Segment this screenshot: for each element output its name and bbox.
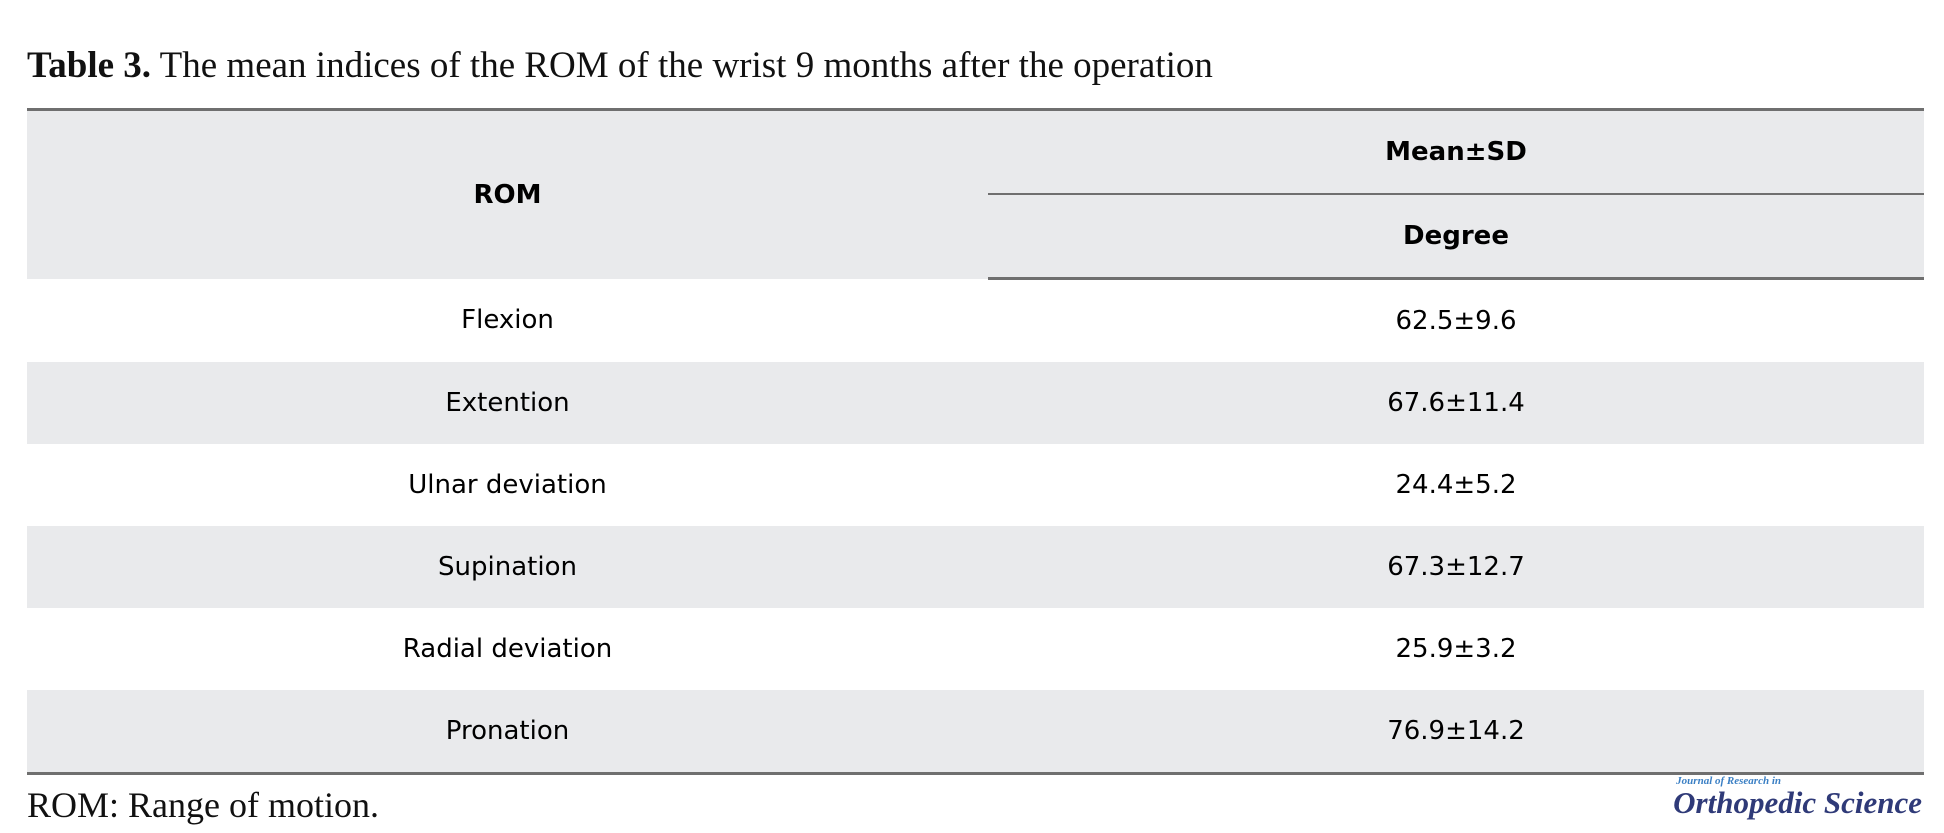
table-footnote: ROM: Range of motion.: [27, 785, 379, 825]
column-header-unit: Degree: [988, 194, 1924, 280]
cell-value: 24.4±5.2: [1395, 470, 1517, 500]
table-row: Radial deviation 25.9±3.2: [27, 608, 1924, 690]
table-row: Ulnar deviation 24.4±5.2: [27, 444, 1924, 526]
header-row-sub: Degree: [27, 194, 1924, 280]
cell-value: 67.6±11.4: [988, 362, 1924, 444]
cell-value: 25.9±3.2: [1395, 634, 1517, 664]
rom-table: ROM Mean±SD Degree Flexion 62.5±9.6 Exte…: [27, 108, 1924, 775]
table-row: Extention 67.6±11.4: [27, 362, 1924, 444]
column-header-rom: ROM: [27, 108, 988, 279]
journal-logo-title: Orthopedic Science: [1673, 785, 1922, 820]
cell-rom: Flexion: [461, 305, 554, 336]
header-row-top: ROM Mean±SD: [27, 108, 1924, 279]
table-row: Supination 67.3±12.7: [27, 526, 1924, 608]
table-row: Flexion 62.5±9.6: [27, 279, 1924, 363]
journal-logo-subtitle: Journal of Research in: [1676, 775, 1781, 787]
table-caption: Table 3. The mean indices of the ROM of …: [27, 44, 1213, 87]
table-caption-text: The mean indices of the ROM of the wrist…: [159, 45, 1213, 86]
cell-value: 67.3±12.7: [988, 526, 1924, 608]
cell-rom: Extention: [27, 362, 988, 444]
cell-rom: Supination: [27, 526, 988, 608]
cell-rom: Ulnar deviation: [408, 470, 607, 500]
column-header-mean: Mean±SD: [988, 108, 1924, 195]
table-row: Pronation 76.9±14.2: [27, 690, 1924, 775]
cell-rom: Radial deviation: [402, 634, 613, 664]
data-table-container: ROM Mean±SD Degree Flexion 62.5±9.6 Exte…: [27, 108, 1924, 775]
cell-value: 62.5±9.6: [1395, 306, 1517, 336]
table-caption-label: Table 3.: [27, 45, 152, 86]
cell-value: 76.9±14.2: [988, 690, 1924, 775]
cell-rom: Pronation: [27, 690, 988, 775]
journal-logo: Journal of Research in Orthopedic Scienc…: [1673, 775, 1922, 819]
